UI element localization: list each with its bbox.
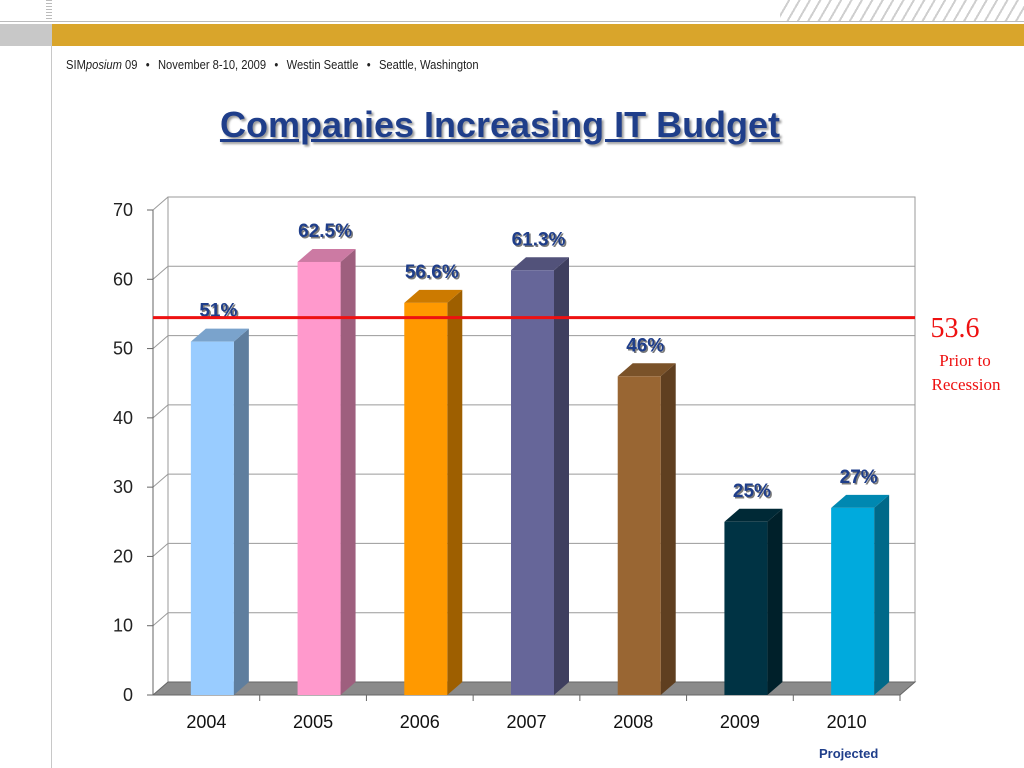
bar-front (511, 270, 554, 695)
event-year: 09 (125, 57, 138, 72)
data-label-shadow: 27% (841, 468, 879, 489)
x-tick-label: 2006 (400, 712, 440, 732)
event-italic: posium (85, 57, 122, 72)
chart-axes: 0 10 20 30 40 50 60 70 2004 2005 2006 2007 2008 2009 2… (113, 200, 901, 761)
bar-side (447, 289, 463, 695)
data-label: 62.5% (298, 221, 352, 242)
y-tick-label: 0 (123, 685, 133, 705)
data-label: 27% (840, 467, 878, 488)
bullet: • (145, 57, 150, 72)
bar-side (340, 248, 356, 695)
gridline-side (152, 543, 169, 557)
x-tick-label: 2004 (186, 712, 226, 732)
bar (297, 248, 356, 695)
header-dots-decoration (46, 0, 52, 22)
reference-line-group: 53.6 Prior to Recession (153, 313, 1001, 394)
event-venue: Westin Seattle (286, 57, 359, 72)
header-rule (0, 21, 1024, 22)
projected-note: Projected (819, 746, 878, 761)
x-tick-label: 2010 (827, 712, 867, 732)
bar-side (874, 494, 890, 695)
bar-front (190, 341, 234, 695)
gridline-side (152, 265, 169, 280)
data-label: 25% (733, 481, 771, 502)
bar-front (404, 302, 448, 695)
bar-top (831, 494, 890, 508)
bar-top (511, 257, 569, 271)
header-hatch-decoration (780, 0, 1024, 21)
bar-front (724, 521, 768, 695)
event-city: Seattle, Washington (378, 57, 479, 72)
y-tick-label: 50 (113, 339, 133, 359)
bar (617, 363, 676, 695)
gridline-side (152, 196, 169, 211)
data-label-shadow: 25% (734, 482, 772, 503)
y-tick-label: 60 (113, 269, 133, 289)
x-tick-label: 2005 (293, 712, 333, 732)
bar (404, 289, 463, 695)
x-tick-label: 2009 (720, 712, 760, 732)
bar (724, 508, 783, 695)
reference-value: 53.6 (931, 313, 980, 344)
bar-side (660, 363, 676, 695)
y-tick-label: 30 (113, 477, 133, 497)
gridline-side (152, 404, 169, 419)
gridline-side (152, 473, 169, 488)
x-tick-label: 2007 (506, 712, 546, 732)
bar-top (724, 508, 783, 522)
x-tick-label: 2008 (613, 712, 653, 732)
bar-front (617, 376, 661, 695)
event-prefix: SIM (66, 57, 86, 72)
bullet: • (366, 57, 371, 72)
data-label-shadow: 56.6% (406, 263, 460, 284)
bullet: • (274, 57, 279, 72)
left-margin-rule (51, 46, 52, 768)
header-band-gray (0, 24, 52, 46)
data-label: 56.6% (405, 262, 459, 283)
page-title: Companies Increasing IT Budget (219, 104, 781, 145)
event-info: SIMposium 09 • November 8-10, 2009 • Wes… (66, 57, 479, 72)
bar-top (190, 328, 249, 342)
bar-side (767, 508, 783, 695)
data-label-shadow: 46% (628, 337, 666, 358)
data-label-shadow: 61.3% (513, 231, 567, 252)
gridline-side (152, 612, 169, 627)
event-dates: November 8-10, 2009 (157, 57, 267, 72)
bar (511, 257, 569, 695)
data-label: 61.3% (512, 229, 566, 250)
y-tick-label: 70 (113, 200, 133, 220)
y-tick-label: 20 (113, 546, 133, 566)
chart-bars (190, 248, 890, 695)
y-tick-label: 40 (113, 408, 133, 428)
bar-top (297, 248, 356, 262)
header-band-gold (52, 24, 1024, 46)
bar-top (617, 363, 676, 377)
data-label: 46% (626, 335, 664, 356)
reference-note-line1: Prior to (939, 351, 990, 370)
bar (190, 328, 249, 695)
gridline-side (152, 335, 169, 349)
data-label-shadow: 62.5% (300, 222, 354, 243)
y-tick-label: 10 (113, 616, 133, 636)
bar (831, 494, 890, 695)
bar-front (831, 507, 875, 695)
bar-side (554, 257, 569, 695)
bar-side (233, 328, 249, 695)
bar-top (404, 289, 463, 303)
reference-note-line2: Recession (932, 375, 1001, 394)
bar-front (297, 261, 341, 695)
